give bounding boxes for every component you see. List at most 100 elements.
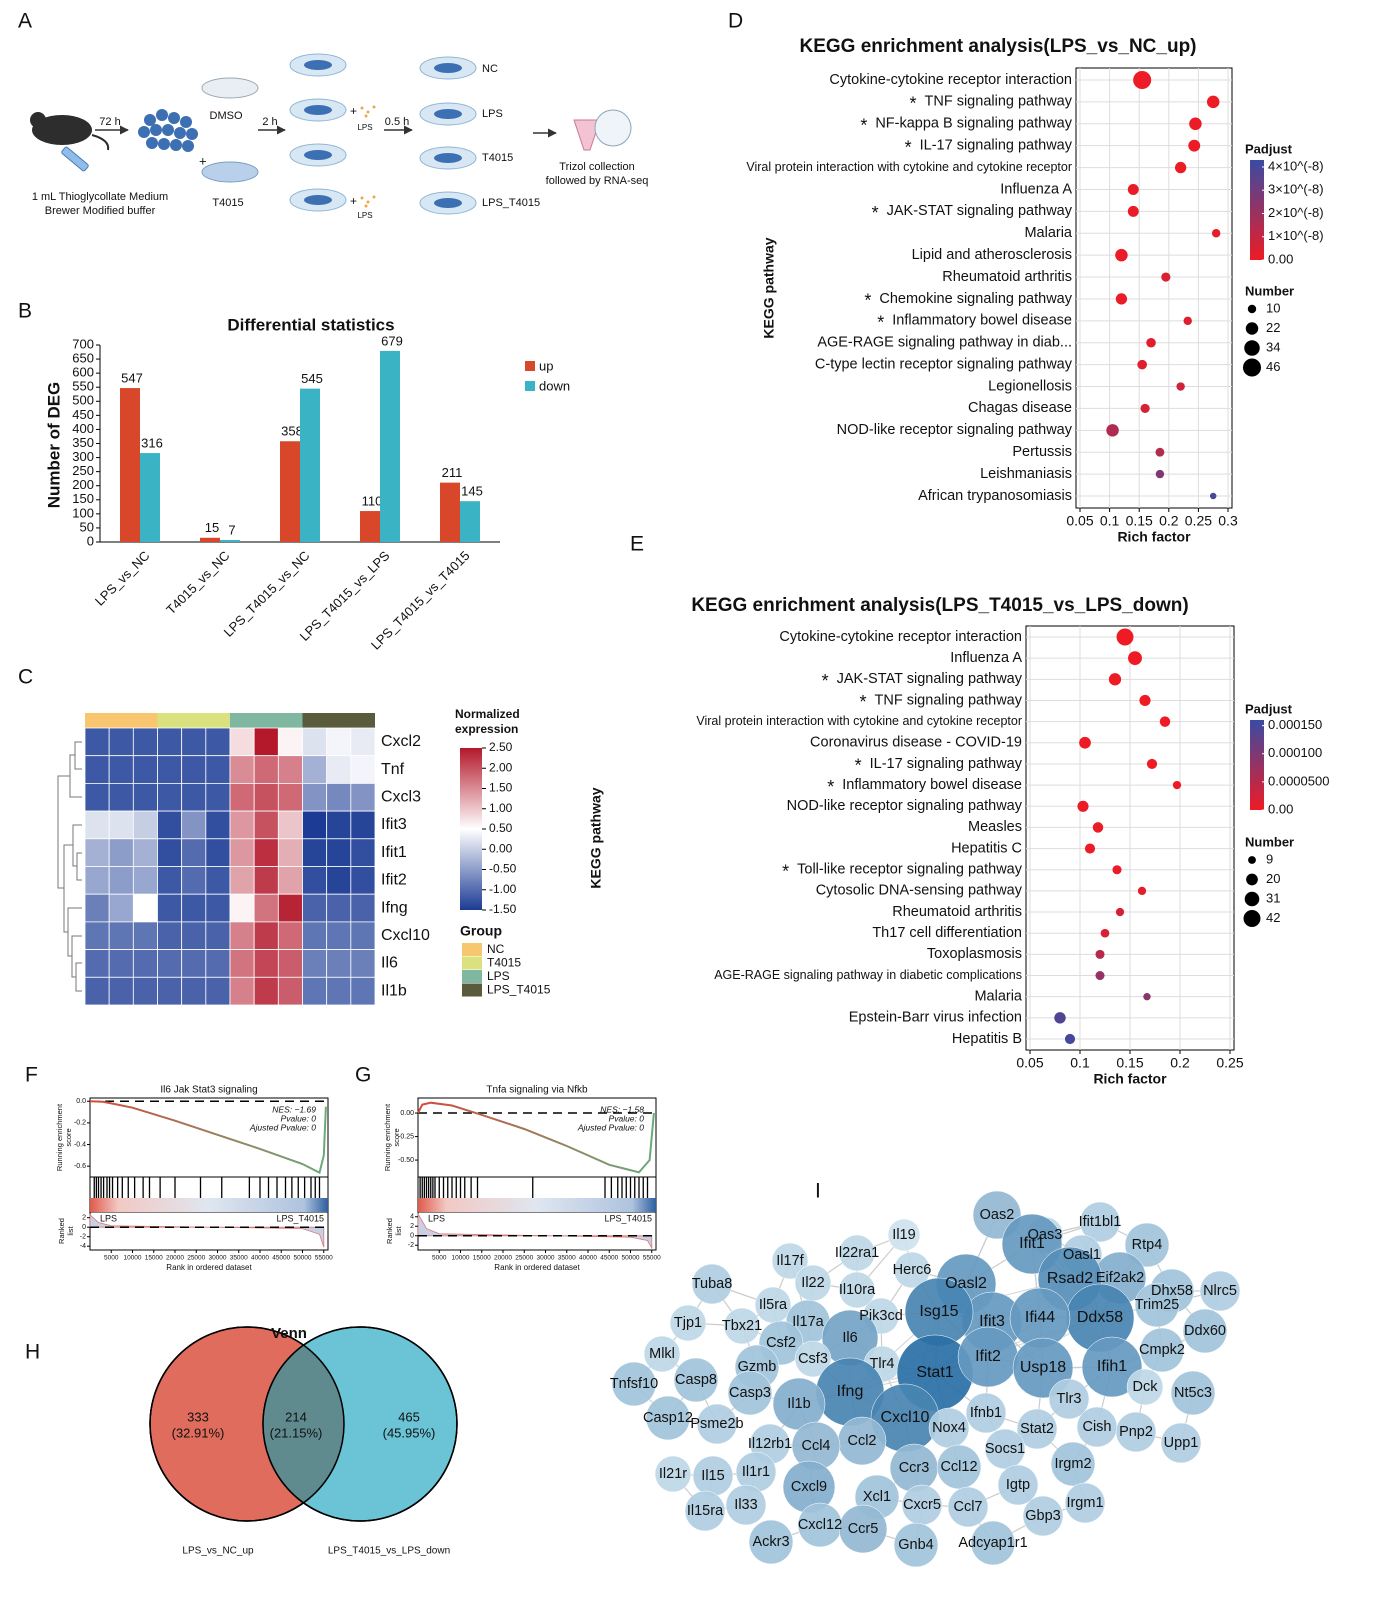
size-legend-dot <box>1248 856 1256 864</box>
bar <box>300 388 320 542</box>
panel-label: F <box>25 1064 38 1087</box>
dot <box>1127 205 1139 217</box>
y-tick-label: 100 <box>72 505 94 520</box>
heatmap-cell <box>132 866 158 895</box>
dot <box>1155 469 1165 479</box>
node-label: Mlkl <box>649 1346 675 1362</box>
node-label: Il17a <box>792 1314 824 1330</box>
node-label: Ifi44 <box>1025 1309 1055 1326</box>
y-axis-label: Running enrichment <box>55 1103 64 1171</box>
heatmap-cell <box>302 921 328 951</box>
set-label: LPS_vs_NC_up <box>182 1546 254 1557</box>
tube <box>573 119 601 151</box>
legend-label: down <box>539 378 570 393</box>
heatmap-cell <box>84 810 110 840</box>
size-legend-label: 22 <box>1266 320 1280 335</box>
heatmap-cell <box>157 755 183 784</box>
dot <box>1176 382 1185 391</box>
dot <box>1174 161 1187 174</box>
y-tick-label: Malaria <box>974 989 1022 1005</box>
schematic-label: LPS_T4015 <box>482 197 540 209</box>
x-tick-label: 10000 <box>451 1255 469 1262</box>
node-label: Irgm1 <box>1066 1495 1103 1511</box>
chart-title: Tnfa signaling via Nfkb <box>486 1085 588 1096</box>
heatmap-cell <box>132 810 158 840</box>
x-tick-label: 5000 <box>432 1255 447 1262</box>
y-tick-label: JAK-STAT signaling pathway <box>837 671 1023 687</box>
y-axis-label: KEGG pathway <box>761 237 777 338</box>
annotation: NES: −1.58 <box>600 1104 644 1114</box>
heatmap-cell <box>157 727 183 757</box>
dot <box>1127 183 1139 195</box>
y-tick-label: Coronavirus disease - COVID-19 <box>810 735 1022 751</box>
heatmap-cell <box>84 727 110 757</box>
group-bar <box>85 713 158 728</box>
network-node <box>1050 1441 1096 1487</box>
dot <box>1112 865 1122 875</box>
heatmap-cell <box>205 783 231 812</box>
heatmap-cell <box>84 838 110 867</box>
dot <box>1146 758 1158 770</box>
heatmap-cell <box>132 921 158 951</box>
schematic-label: 72 h <box>99 116 120 128</box>
y-tick-label: Rheumatoid arthritis <box>942 269 1072 285</box>
star: * <box>855 756 862 776</box>
y-tick-label: African trypanosomiasis <box>918 488 1072 504</box>
y-tick-label: Leishmaniasis <box>980 466 1072 482</box>
heatmap-cell <box>302 810 328 840</box>
node-label: Ccl12 <box>940 1459 977 1475</box>
star: * <box>859 692 866 712</box>
heatmap-cell <box>181 727 207 757</box>
y-axis-label: KEGG pathway <box>588 787 604 888</box>
annotation: Ajusted Pvalue: 0 <box>249 1122 316 1132</box>
node-label: Il21r <box>659 1466 687 1482</box>
y-tick-label: 150 <box>72 491 94 506</box>
network-node <box>723 1307 761 1345</box>
colorbar-tick-label: 2.00 <box>489 760 513 774</box>
y-axis-label: Number of DEG <box>44 382 63 509</box>
set-label: LPS_T4015_vs_LPS_down <box>328 1546 450 1557</box>
plus: + <box>199 153 207 168</box>
y-tick-label: TNF signaling pathway <box>925 94 1073 110</box>
y-tick-label: -4 <box>80 1243 86 1250</box>
heatmap-cell <box>132 727 158 757</box>
schematic-label: Brewer Modified buffer <box>45 205 156 217</box>
x-tick-label: 0.1 <box>1100 513 1120 529</box>
colorbar <box>460 748 482 910</box>
row-label: Il1b <box>381 982 407 999</box>
y-tick-label: 350 <box>72 435 94 450</box>
heatmap-cell <box>326 810 352 840</box>
panel-label: G <box>355 1064 371 1087</box>
dot <box>1077 800 1089 812</box>
star: * <box>872 203 879 223</box>
heatmap-cell <box>253 810 279 840</box>
plot-frame <box>1075 67 1233 509</box>
heatmap-cell <box>132 893 158 923</box>
y-tick-label: Pertussis <box>1012 444 1072 460</box>
node-label: Il10ra <box>839 1282 876 1298</box>
group-label: LPS <box>100 1213 117 1223</box>
row-label: Ifit3 <box>381 816 407 833</box>
heatmap-cell <box>157 783 183 812</box>
y-tick-label: -0.6 <box>74 1163 86 1170</box>
colorbar-tick-label: 1×10^(-8) <box>1268 228 1324 243</box>
y-axis-label: score <box>64 1128 73 1146</box>
network-node <box>669 1304 707 1342</box>
panel-label: C <box>18 666 33 689</box>
bar <box>360 511 380 542</box>
x-axis-label: Rich factor <box>1117 529 1191 545</box>
heatmap-cell <box>205 810 231 840</box>
bar <box>140 453 160 542</box>
value-label: 545 <box>301 371 323 386</box>
legend-title: Padjust <box>1245 141 1293 156</box>
node-label: Casp3 <box>729 1385 771 1401</box>
schematic: + + + <box>30 53 632 215</box>
colorbar-tick-label: 0.00 <box>1268 801 1293 816</box>
network-node <box>1182 1308 1228 1354</box>
node-label: Gnb4 <box>898 1537 933 1553</box>
x-tick-label: 35000 <box>230 1255 248 1262</box>
node-label: Tuba8 <box>692 1276 733 1292</box>
network-node <box>794 1340 832 1378</box>
heatmap-cell <box>84 866 110 895</box>
heatmap-cell <box>277 783 303 812</box>
